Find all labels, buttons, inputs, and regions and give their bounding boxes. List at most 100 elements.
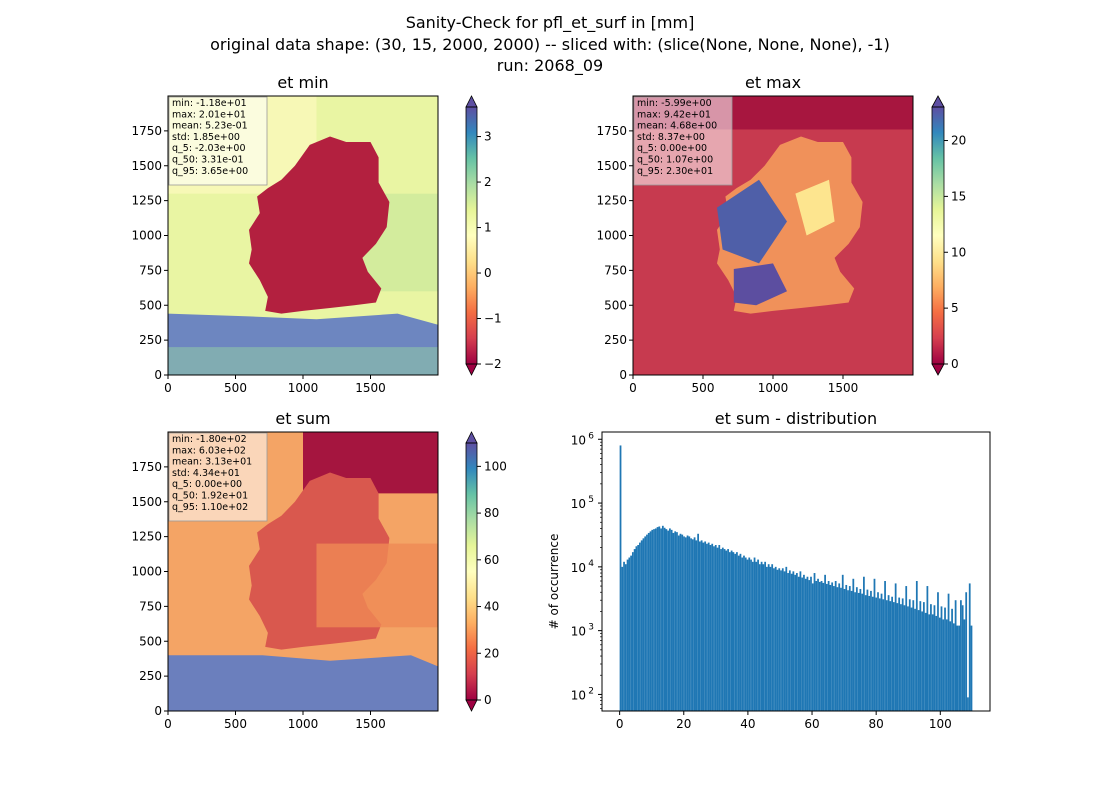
histogram-bar [873, 578, 876, 711]
histogram-bar [887, 595, 890, 711]
histogram-bar [861, 593, 864, 711]
histogram-bar [693, 537, 696, 711]
histogram-bar [859, 588, 862, 711]
histogram-bar [681, 534, 684, 711]
stats-line: q_50: 1.92e+01 [172, 491, 248, 502]
histogram-bar [728, 552, 731, 711]
colorbar-tick-label: 2 [484, 175, 492, 189]
stats-line: q_95: 1.10e+02 [172, 502, 248, 513]
histogram-bar [815, 581, 818, 711]
histogram-bar [771, 564, 774, 711]
y-tick-label: 750 [139, 263, 162, 277]
colorbar-gradient [466, 107, 477, 364]
histogram-bar [914, 608, 916, 711]
histogram-bar [799, 571, 802, 711]
histogram-bar [739, 553, 742, 711]
histogram-bar [661, 525, 664, 711]
histogram-bar [700, 540, 703, 711]
colorbar-tick-label: 3 [484, 130, 492, 144]
y-tick-label: 500 [139, 298, 162, 312]
histogram-bar [940, 606, 943, 711]
histogram-bar [619, 445, 622, 711]
high-value-region-south [733, 263, 787, 306]
histogram-bar [831, 582, 834, 711]
y-tick-label: 500 [139, 634, 162, 648]
histogram-bar [624, 564, 627, 711]
histogram-bar [924, 612, 927, 711]
x-tick-label: 1500 [355, 717, 386, 731]
histogram-bar [711, 543, 714, 711]
histogram-bar [915, 581, 918, 711]
histogram-bar [750, 559, 752, 711]
y-tick-label: 10 [571, 433, 586, 447]
colorbar-tick-label: 20 [484, 646, 499, 660]
histogram-bar [743, 555, 745, 711]
histogram-bar [651, 529, 654, 711]
x-tick-label: 1500 [828, 381, 859, 395]
histogram-bar [751, 561, 754, 711]
histogram-bar [766, 566, 768, 711]
histogram-bar [919, 601, 922, 711]
histogram-bar [667, 530, 670, 711]
x-tick-label: 100 [929, 717, 952, 731]
histogram-bar [721, 547, 724, 711]
colorbar-tick-label: 1 [484, 221, 492, 235]
x-tick-label: 20 [676, 717, 691, 731]
histogram-bar [882, 599, 885, 711]
y-axis-label: # of occurrence [547, 534, 561, 630]
histogram-bar [688, 536, 691, 711]
suptitle-line-1: Sanity-Check for pfl_et_surf in [mm] [405, 13, 695, 32]
histogram-bar [647, 532, 650, 711]
y-tick-label: 1000 [131, 229, 162, 243]
suptitle-line-3: run: 2068_09 [496, 56, 604, 75]
axes-frame [601, 431, 991, 712]
histogram-bar [640, 540, 643, 711]
histogram-bar [709, 545, 712, 711]
histogram-bar [679, 533, 682, 711]
histogram-bar [642, 538, 645, 711]
x-tick-label: 0 [616, 717, 624, 731]
stats-box-background [633, 96, 733, 186]
histogram-bar [718, 545, 721, 711]
stats-line: min: -5.99e+00 [637, 98, 712, 109]
colorbar-extend-bottom [931, 363, 945, 376]
histogram-bar [820, 581, 823, 711]
histogram-bar [725, 550, 728, 711]
colorbar-gradient [466, 443, 477, 700]
histogram-bar [912, 600, 915, 711]
histogram-bar [699, 541, 701, 711]
histogram-bar [937, 592, 939, 711]
histogram-bar [741, 557, 744, 711]
histogram-bar [952, 623, 955, 711]
histogram-bar [922, 602, 925, 711]
x-tick-label: 60 [804, 717, 819, 731]
histogram-bar [951, 608, 953, 711]
histogram-bar [767, 564, 770, 711]
y-tick-label: 1750 [131, 460, 162, 474]
colorbar-tick-label: 80 [484, 506, 499, 520]
y-tick-label: 1250 [596, 194, 627, 208]
histogram-bar [885, 600, 888, 711]
histogram-bar [762, 564, 765, 711]
histogram-bar [773, 568, 775, 711]
y-tick-label: 250 [139, 333, 162, 347]
colorbar: 0 5 10 15 20 [931, 95, 966, 376]
y-tick-label: 1500 [596, 159, 627, 173]
histogram-bar [626, 559, 629, 711]
histogram-bar [810, 576, 812, 711]
panel-title: et min [277, 73, 328, 92]
histogram-bar [893, 602, 895, 711]
histogram-bar [908, 599, 911, 711]
histogram-bar [833, 586, 835, 711]
histogram-bar [797, 576, 800, 711]
histogram-bar [796, 573, 798, 711]
stats-box-background [168, 432, 268, 522]
histogram-bar [811, 583, 814, 711]
histogram-bar [921, 611, 923, 711]
histogram-bar [958, 625, 961, 711]
x-tick-label: 1500 [355, 381, 386, 395]
histogram-bar [697, 533, 699, 711]
histogram-bar [954, 600, 957, 711]
